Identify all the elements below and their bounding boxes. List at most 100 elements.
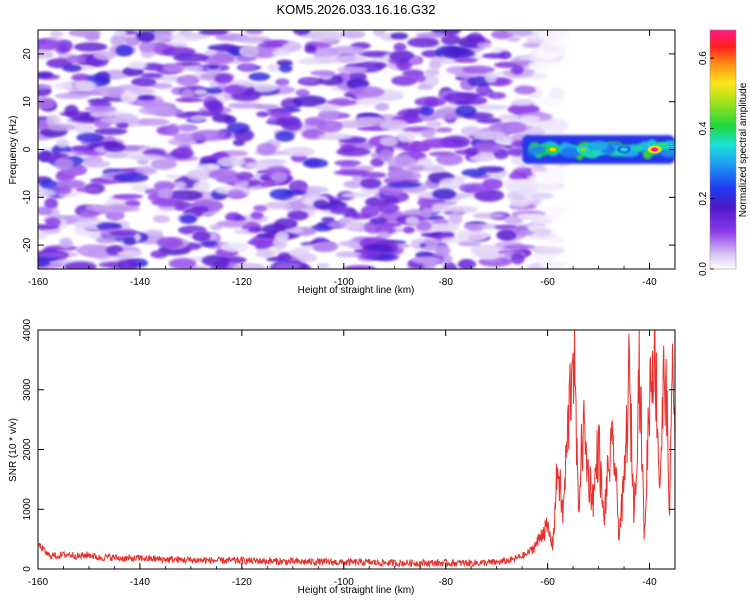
heatmap-cell	[287, 210, 309, 221]
heatmap-cell	[95, 71, 111, 83]
heatmap-cell	[116, 122, 129, 129]
heatmap-cell	[440, 34, 461, 46]
heatmap-cell	[283, 146, 316, 157]
heatmap-cell	[514, 85, 537, 95]
heatmap-cell	[63, 261, 97, 269]
heatmap-cell	[503, 215, 523, 225]
heatmap-peak	[620, 147, 628, 152]
heatmap-cell	[110, 34, 126, 47]
heatmap-cell	[39, 179, 57, 189]
heatmap-cell	[38, 252, 70, 258]
heatmap-cell	[457, 259, 477, 269]
heatmap-cell	[116, 259, 139, 269]
heatmap-cell	[38, 50, 54, 59]
snr-x-tick-label: -120	[232, 577, 252, 588]
heatmap-cell	[466, 32, 484, 46]
heatmap-cell	[76, 132, 105, 143]
heatmap-cell	[38, 206, 53, 216]
heatmap-cell	[216, 156, 246, 168]
heatmap-cell	[177, 124, 199, 132]
heatmap-cell	[541, 38, 561, 46]
heatmap-cell	[207, 44, 239, 52]
heatmap-cell	[510, 64, 524, 75]
heatmap-cell	[236, 171, 254, 181]
heatmap-cell	[421, 128, 435, 139]
heatmap-cell	[295, 89, 310, 97]
heatmap-cell	[341, 192, 370, 198]
heatmap-cell	[204, 99, 223, 110]
heatmap-cell	[193, 89, 208, 96]
heatmap-cell	[329, 45, 365, 56]
heatmap-cell	[82, 160, 111, 168]
heatmap-cell	[333, 169, 370, 176]
heatmap-cell	[248, 72, 271, 82]
heatmap-cell	[172, 181, 187, 190]
heatmap-cell	[130, 184, 151, 192]
heatmap-cell	[462, 65, 495, 75]
snr-x-tick-label: -140	[130, 577, 150, 588]
heatmap-cell	[171, 147, 194, 159]
heatmap-cell	[472, 212, 506, 219]
heatmap-cell	[66, 55, 85, 64]
heatmap-cell	[253, 204, 268, 212]
heatmap-cell	[445, 205, 479, 213]
snr-y-label: SNR (10 * v/v)	[8, 418, 19, 482]
heatmap-cell	[233, 215, 246, 222]
heatmap-cell	[390, 32, 409, 40]
heatmap-cell	[168, 257, 197, 269]
heatmap-x-tick-label: -160	[28, 277, 48, 288]
heatmap-cell	[194, 163, 221, 171]
heatmap-cell	[521, 42, 541, 48]
heatmap-cell	[64, 104, 79, 118]
colorbar: 0.0 0.2 0.4 0.6 Normalized spectral amplitu…	[698, 29, 749, 276]
heatmap-cell	[329, 206, 355, 215]
heatmap-cell	[405, 216, 420, 226]
snr-y-tick-label: 0	[22, 566, 33, 572]
heatmap-cell	[506, 36, 521, 43]
heatmap-cell	[309, 30, 343, 43]
snr-x-tick-label: -60	[540, 577, 555, 588]
heatmap-cell	[455, 229, 490, 242]
heatmap-cell	[423, 257, 437, 269]
heatmap-cell	[448, 212, 463, 226]
heatmap-cell	[124, 199, 141, 208]
heatmap-cell	[378, 149, 394, 162]
heatmap-cell	[313, 242, 337, 253]
heatmap-cell	[211, 113, 231, 123]
snr-x-tick-label: -160	[28, 577, 48, 588]
heatmap-cell	[407, 37, 439, 48]
heatmap-cell	[543, 45, 561, 53]
heatmap-cell	[281, 119, 303, 132]
heatmap-cell	[543, 163, 558, 170]
heatmap-cell	[115, 44, 134, 57]
heatmap-cell	[45, 114, 61, 126]
heatmap-cell	[339, 30, 366, 39]
heatmap-cell	[407, 165, 426, 172]
heatmap-cell	[284, 227, 304, 234]
heatmap-cell	[435, 153, 464, 166]
heatmap-cell	[302, 158, 329, 169]
heatmap-cell	[387, 168, 414, 181]
snr-x-tick-label: -100	[334, 577, 354, 588]
heatmap-cell	[503, 244, 536, 250]
heatmap-cell	[98, 261, 124, 268]
heatmap-cell	[343, 265, 376, 269]
heatmap-signal-cell	[560, 147, 581, 159]
heatmap-cell	[424, 237, 440, 249]
heatmap-cell	[74, 121, 94, 134]
heatmap-cell	[150, 250, 169, 259]
chart-title: KOM5.2026.033.16.16.G32	[276, 2, 435, 17]
heatmap-peak	[579, 147, 587, 152]
snr-y-tick-label: 2000	[22, 438, 33, 461]
heatmap-cell	[513, 100, 532, 107]
heatmap-cell	[68, 30, 101, 38]
heatmap-cell	[455, 104, 477, 118]
heatmap-cell	[484, 72, 498, 84]
heatmap-cell	[274, 218, 298, 231]
heatmap-cell	[45, 217, 62, 227]
heatmap-cell	[173, 52, 209, 63]
snr-y-tick-label: 4000	[22, 318, 33, 341]
heatmap-cell	[369, 217, 388, 225]
heatmap-cell	[204, 87, 223, 95]
heatmap-cell	[214, 73, 233, 84]
